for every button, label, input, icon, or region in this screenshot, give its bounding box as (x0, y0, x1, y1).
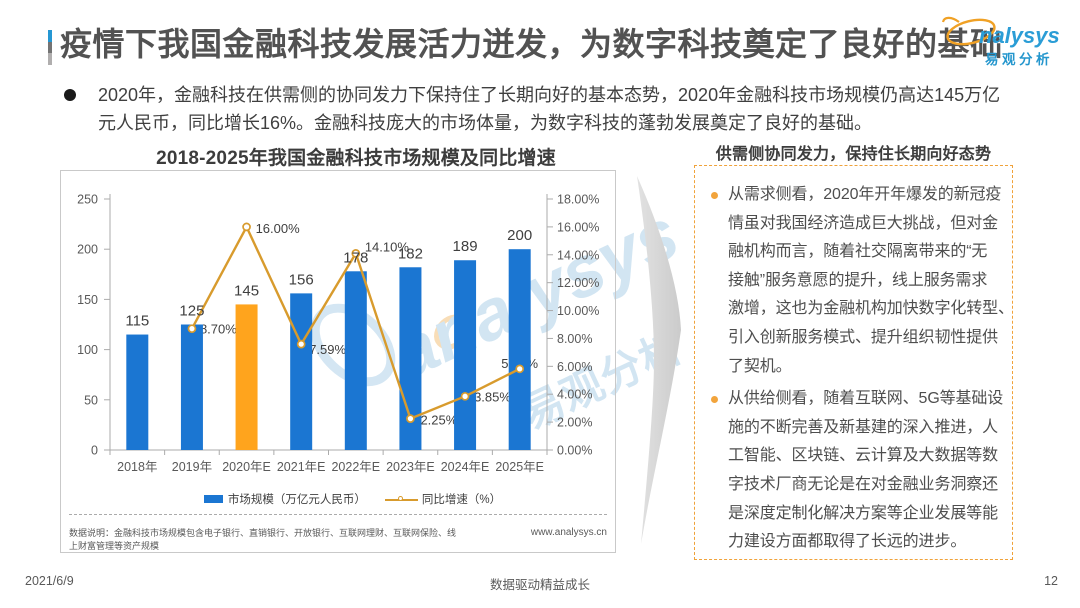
logo-swirl-icon (946, 18, 996, 46)
line-marker-2022年E (351, 249, 361, 258)
accent-segment-blue (48, 30, 52, 42)
y-tick-label-right: 6.00% (557, 360, 592, 374)
insight-panel: 从需求侧看，2020年开年爆发的新冠疫 情虽对我国经济造成巨大挑战，但对金 融机… (694, 165, 1014, 560)
chart-note-divider (69, 514, 607, 515)
y-tick-label-left: 0 (91, 444, 98, 458)
line-point-label: 14.10% (365, 239, 410, 254)
bullet-dot-icon (711, 396, 718, 404)
line-point-label: 2.25% (420, 413, 457, 428)
line-marker-2023年E (406, 414, 415, 423)
line-marker-2020年E (242, 222, 251, 232)
panel-bullet-text: 从供给侧看，随着互联网、5G等基础设 施的不断完善及新基建的深入推进，人 工智能… (728, 390, 1004, 551)
arrow-shape (637, 176, 681, 544)
legend-line-marker-icon (397, 495, 403, 501)
panel-bullet-demand: 从需求侧看，2020年开年爆发的新冠疫 情虽对我国经济造成巨大挑战，但对金 融机… (695, 181, 1014, 381)
analysys-logo: nalysys 易观分析 (941, 16, 1060, 67)
chart-source-url: www.analysys.cn (530, 527, 607, 538)
y-tick-label-left: 100 (77, 343, 98, 357)
footer-slogan: 数据驱动精益成长 (489, 578, 590, 592)
x-category-label: 2023年E (386, 460, 435, 474)
accent-segment-darkgray (48, 41, 52, 54)
line-marker-2025年E (515, 364, 525, 374)
chart-legend: 市场规模（万亿元人民币） 同比增速（%） (61, 491, 615, 507)
page-title: 疫情下我国金融科技发展活力迸发，为数字科技奠定了良好的基础 (60, 26, 1003, 62)
x-category-label: 2018年 (117, 460, 157, 474)
bar-2018年 (126, 334, 149, 450)
x-category-label: 2019年 (172, 460, 212, 474)
x-category-label: 2025年E (495, 460, 544, 474)
legend-bar-swatch (203, 495, 223, 503)
bar-value-label: 115 (125, 313, 149, 330)
y-tick-label-left: 250 (77, 193, 98, 207)
combo-chart: 0 50 100 150 200 250 0.00% 2.00% 4.00% 6.00% 8.00%… (77, 193, 599, 475)
intro-bullet-icon (64, 89, 76, 101)
bar-value-label: 182 (398, 245, 423, 262)
bar-2024年E (454, 260, 477, 450)
bullet-dot-icon (711, 192, 718, 199)
legend-line-label: 同比增速（%） (421, 494, 502, 506)
y-tick-label-right: 4.00% (557, 388, 592, 402)
bar-value-label: 125 (179, 303, 204, 320)
intro-paragraph: 2020年，金融科技在供需侧的协同发力下保持住了长期向好的基本态势，2020年金… (98, 85, 1001, 133)
y-tick-label-left: 150 (77, 293, 98, 307)
accent-segment-lightgray (48, 53, 52, 65)
y-tick-label-left: 50 (84, 393, 98, 407)
legend-line-swatch (384, 495, 418, 503)
line-point-label: 8.70% (200, 322, 237, 337)
y-tick-label-right: 16.00% (557, 220, 599, 234)
line-marker-2019年 (187, 324, 197, 334)
y-tick-label-right: 0.00% (557, 444, 592, 458)
chart-panel: 0 50 100 150 200 250 0.00% 2.00% 4.00% 6.00% 8.00%… (60, 170, 616, 553)
y-tick-label-right: 10.00% (557, 304, 599, 318)
logo-chinese-name: 易观分析 (985, 51, 1053, 67)
bar-2022年E (344, 271, 367, 450)
y-tick-label-right: 18.00% (557, 193, 599, 207)
x-category-label: 2021年E (277, 460, 326, 474)
footer-date: 2021/6/9 (25, 574, 74, 588)
x-category-label: 2020年E (222, 460, 271, 474)
bar-value-label: 189 (453, 238, 478, 255)
line-marker-2024年E (460, 391, 470, 401)
legend-bar-label: 市场规模（万亿元人民币） (227, 494, 366, 506)
bar-value-label: 200 (507, 227, 532, 244)
y-tick-label-right: 14.00% (557, 248, 599, 262)
panel-heading: 供需侧协同发力，保持住长期向好态势 (715, 146, 992, 163)
line-marker-2021年E (296, 339, 306, 349)
panel-bullet-supply: 从供给侧看，随着互联网、5G等基础设 施的不断完善及新基建的深入推进，人 工智能… (695, 385, 1012, 557)
bar-2020年E (235, 304, 258, 450)
line-point-label: 3.85% (474, 389, 511, 404)
chart-title: 2018-2025年我国金融科技市场规模及同比增速 (156, 148, 556, 169)
panel-bullet-text: 从需求侧看，2020年开年爆发的新冠疫 情虽对我国经济造成巨大挑战，但对金 融机… (728, 186, 1014, 375)
line-point-label: 16.00% (256, 221, 301, 236)
bar-value-label: 145 (234, 282, 259, 299)
x-category-label: 2024年E (441, 460, 490, 474)
bar-2025年E (508, 249, 531, 450)
bar-value-label: 178 (343, 249, 368, 266)
bar-2019年 (180, 324, 203, 450)
x-category-label: 2022年E (331, 460, 380, 474)
footer-page-number: 12 (1044, 574, 1058, 588)
logo-wordmark: nalysys (979, 23, 1060, 48)
chart-data-note: 数据说明：金融科技市场规模包含电子银行、直销银行、开放银行、互联网理财、互联网保… (69, 528, 457, 551)
transition-arrow (637, 176, 681, 544)
logo-swirl-tail (941, 16, 960, 23)
y-tick-label-right: 8.00% (557, 332, 592, 346)
bar-2021年E (290, 293, 313, 450)
bar-value-label: 156 (289, 271, 314, 288)
y-tick-label-left: 200 (77, 243, 98, 257)
y-tick-label-right: 2.00% (557, 416, 592, 430)
y-tick-label-right: 12.00% (557, 276, 599, 290)
title-accent-bar (48, 30, 52, 65)
line-point-label: 7.59% (309, 342, 346, 357)
